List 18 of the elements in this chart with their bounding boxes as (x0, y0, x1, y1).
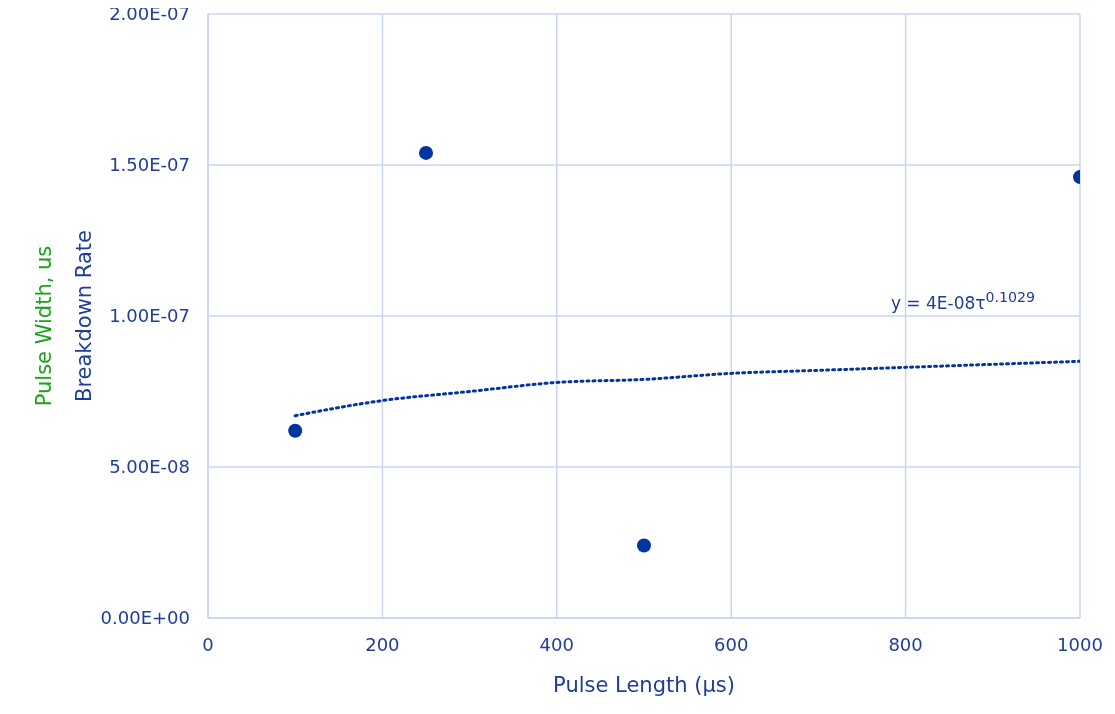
x-tick-label: 600 (714, 633, 749, 655)
y-tick-label: 1.00E-07 (109, 305, 190, 327)
x-tick-label: 0 (202, 633, 214, 655)
point (288, 423, 303, 438)
y-axis-title: Breakdown Rate (72, 229, 97, 403)
x-tick-label: 400 (539, 633, 574, 655)
y-tick-label: 1.50E-07 (109, 154, 190, 176)
y-tick-label: 5.00E-08 (109, 456, 190, 478)
x-axis-title: Pulse Length (µs) (553, 673, 735, 697)
point (637, 538, 651, 553)
x-tick-label: 800 (888, 633, 923, 655)
annotation: y = 4E-08τ$^{0.1029}$ (890, 289, 1036, 313)
text: Pulse Width, us (32, 245, 56, 407)
y-tick-label: 0.00E+00 (100, 607, 190, 629)
x-tick-label: 200 (365, 633, 400, 655)
x-tick-label: 1000 (1057, 633, 1103, 655)
point (419, 145, 433, 160)
line-series (293, 359, 1080, 418)
